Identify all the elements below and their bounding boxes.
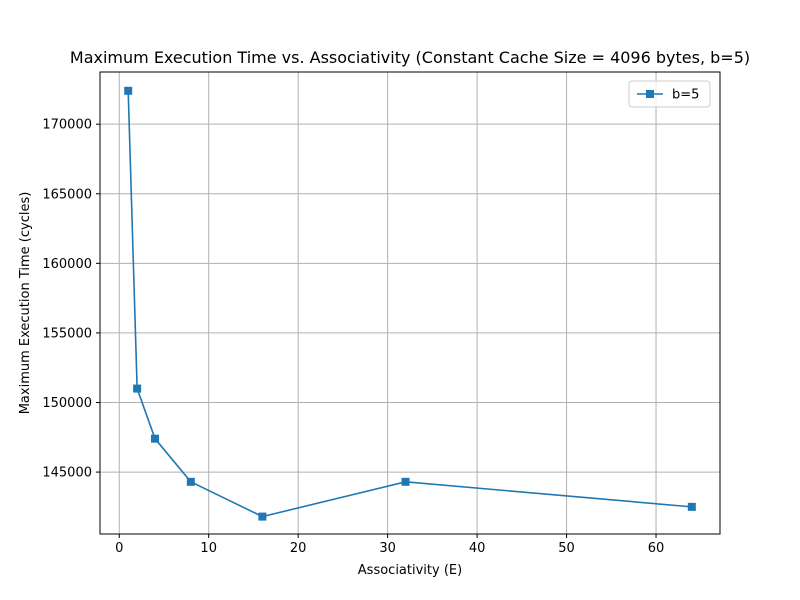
- data-point: [687, 502, 696, 511]
- y-tick-label: 165000: [42, 187, 92, 202]
- x-tick-label: 30: [379, 541, 396, 556]
- y-tick-label: 170000: [42, 118, 92, 133]
- y-tick-label: 145000: [42, 466, 92, 481]
- y-tick-label: 160000: [42, 257, 92, 272]
- x-tick-label: 50: [558, 541, 575, 556]
- x-tick-label: 40: [469, 541, 486, 556]
- legend-marker: [646, 90, 654, 98]
- legend-box: [628, 80, 711, 108]
- data-point: [133, 384, 142, 393]
- data-point: [186, 477, 195, 486]
- data-point: [124, 86, 133, 95]
- data-point: [258, 512, 267, 521]
- axis-ticks: 0 10 20 30 40 50 60 145000 150000 155000 160000 165…: [42, 118, 664, 556]
- legend: b=5: [628, 80, 711, 108]
- series-layer: [124, 86, 696, 521]
- y-axis-label: Maximum Execution Time (cycles): [18, 192, 33, 415]
- data-point: [151, 434, 160, 443]
- data-point: [401, 477, 410, 486]
- x-axis-label: Associativity (E): [358, 563, 462, 578]
- x-tick-label: 60: [648, 541, 665, 556]
- y-tick-label: 150000: [42, 396, 92, 411]
- grid: [100, 72, 720, 534]
- x-tick-label: 10: [200, 541, 217, 556]
- plot-frame: [99, 71, 721, 535]
- legend-label: b=5: [672, 88, 699, 103]
- x-tick-label: 0: [115, 541, 123, 556]
- chart-title: Maximum Execution Time vs. Associativity…: [70, 48, 750, 67]
- x-tick-label: 20: [290, 541, 307, 556]
- y-tick-label: 155000: [42, 326, 92, 341]
